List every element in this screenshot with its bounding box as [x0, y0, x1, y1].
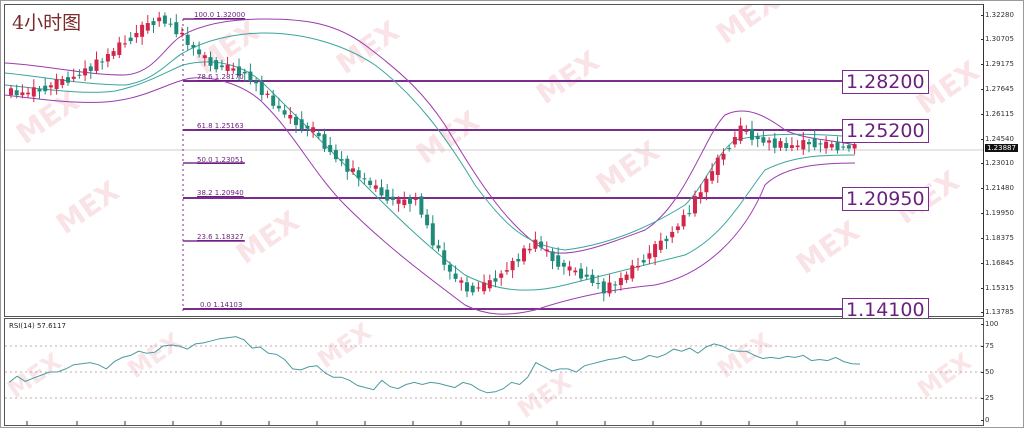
- svg-text:MEX: MEX: [710, 5, 785, 51]
- rsi-tick: 25: [981, 394, 994, 402]
- fib-level-lines: [183, 18, 245, 242]
- price-tick: 1.32280: [981, 11, 1014, 19]
- chart-title: 4小时图: [12, 12, 82, 34]
- svg-text:MEX: MEX: [122, 327, 187, 384]
- price-tick: 1.21480: [981, 184, 1014, 192]
- level-box-125200: 1.25200: [842, 119, 929, 143]
- price-chart-pane[interactable]: MEX MEX MEX MEX MEX MEX MEX MEX MEX MEX …: [4, 4, 984, 317]
- price-tick: 1.23010: [981, 159, 1014, 167]
- svg-text:MEX: MEX: [912, 347, 977, 404]
- rsi-tick: 100: [980, 320, 999, 328]
- price-tick: 1.16845: [981, 259, 1014, 267]
- price-tick: 1.24540: [981, 135, 1014, 143]
- time-ticks: [26, 421, 846, 425]
- price-tick: 1.13785: [981, 308, 1014, 316]
- fib-label-236: 23.6 1.18327: [197, 233, 244, 241]
- rsi-tick: 50: [981, 368, 994, 376]
- bollinger-outer-bands: [5, 18, 856, 315]
- svg-text:MEX: MEX: [790, 214, 865, 281]
- price-tick: 1.26115: [981, 110, 1014, 118]
- svg-text:MEX: MEX: [530, 44, 605, 111]
- price-tick: 1.18375: [981, 234, 1014, 242]
- bollinger-inner-bands: [5, 32, 856, 291]
- level-box-128200: 1.28200: [842, 70, 929, 94]
- candlestick-series: [9, 11, 857, 302]
- rsi-tick: 75: [981, 342, 994, 350]
- svg-text:MEX: MEX: [50, 174, 125, 241]
- svg-text:MEX: MEX: [512, 367, 577, 424]
- key-level-lines: [183, 80, 847, 310]
- level-box-120950: 1.20950: [842, 187, 929, 211]
- fib-label-382: 38.2 1.20940: [197, 189, 244, 197]
- rsi-tick: 0: [980, 416, 990, 424]
- rsi-line: [8, 336, 861, 394]
- rsi-indicator-label: RSI(14) 57.6117: [9, 322, 66, 330]
- price-tick: 1.19950: [981, 209, 1014, 217]
- svg-text:MEX: MEX: [5, 347, 67, 404]
- rsi-axis: 100 75 50 25 0: [980, 318, 1024, 428]
- fib-label-100: 100.0 1.32000: [194, 11, 246, 19]
- price-tick: 1.27645: [981, 85, 1014, 93]
- fib-label-500: 50.0 1.23051: [197, 156, 244, 164]
- rsi-pane[interactable]: MEX MEX MEX MEX MEX MEX: [4, 318, 984, 426]
- price-tick: 1.29175: [981, 60, 1014, 68]
- svg-text:MEX: MEX: [712, 327, 777, 384]
- price-tick: 1.30705: [981, 35, 1014, 43]
- rsi-canvas: MEX MEX MEX MEX MEX MEX: [5, 319, 983, 425]
- price-chart-canvas: MEX MEX MEX MEX MEX MEX MEX MEX MEX MEX …: [5, 5, 983, 315]
- current-price-marker: 1.23887: [985, 144, 1018, 152]
- fib-label-786: 78.6 1.28170: [197, 73, 244, 81]
- price-tick: 1.15315: [981, 284, 1014, 292]
- svg-text:MEX: MEX: [410, 104, 485, 171]
- fib-label-000: 0.0 1.14103: [200, 301, 243, 309]
- fib-label-618: 61.8 1.25163: [197, 122, 244, 130]
- svg-text:MEX: MEX: [590, 134, 665, 201]
- price-axis: 1.32280 1.30705 1.29175 1.27645 1.26115 …: [981, 0, 1024, 316]
- svg-text:MEX: MEX: [312, 319, 377, 374]
- rsi-grid-lines: [5, 345, 983, 399]
